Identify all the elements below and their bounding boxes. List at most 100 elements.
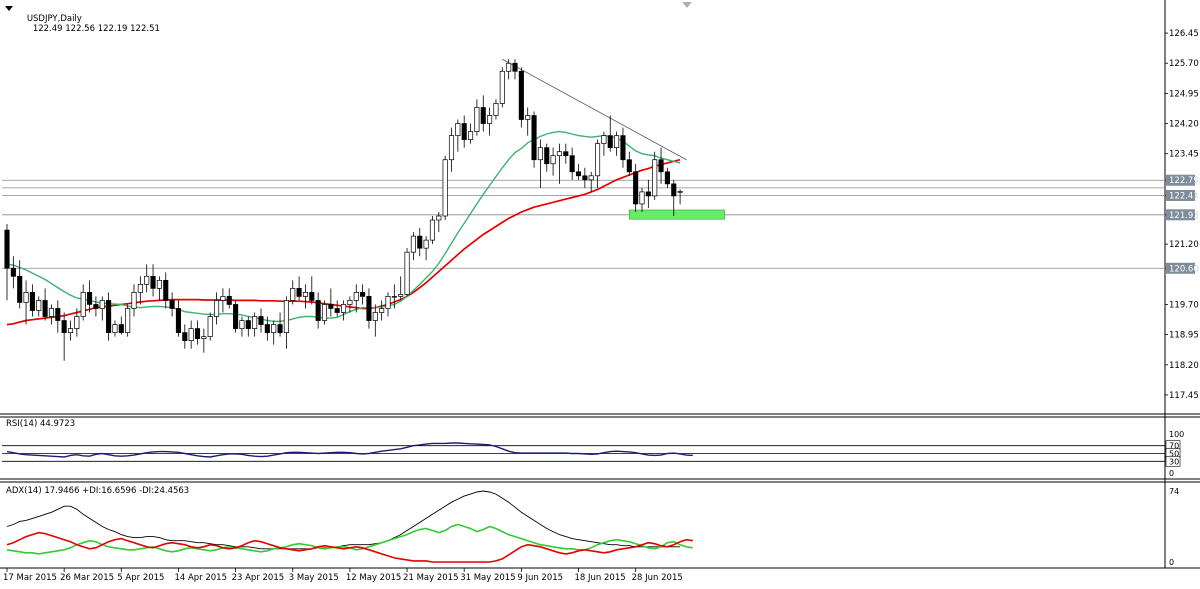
candle-bearish <box>620 135 626 161</box>
candle-bullish <box>448 135 455 161</box>
candle-bearish <box>328 304 334 309</box>
date-axis-label: 3 May 2015 <box>289 573 339 583</box>
candle-bullish <box>290 288 296 301</box>
adx-line <box>6 490 681 550</box>
candle-bullish <box>67 328 74 333</box>
candle-bullish <box>410 235 416 253</box>
rsi-axis-label: 100 <box>1169 430 1184 439</box>
date-axis-label: 14 Apr 2015 <box>174 573 227 583</box>
ohlc-values: 122.49 122.56 122.19 122.51 <box>32 24 160 34</box>
candle-bullish <box>404 251 410 295</box>
candle-bullish <box>601 135 607 144</box>
candle-bullish <box>385 296 391 309</box>
date-axis-label: 5 Apr 2015 <box>117 573 164 583</box>
candle-bearish <box>42 300 48 317</box>
level-price-badge <box>1166 209 1195 221</box>
candle-bearish <box>55 308 61 321</box>
level-price-label: 122.41 <box>1169 192 1199 202</box>
candle-bullish <box>239 320 245 329</box>
candle-bearish <box>633 171 639 205</box>
level-price-label: 120.60 <box>1169 264 1199 274</box>
candle-bullish <box>455 123 461 136</box>
moving-average-fast <box>6 130 681 322</box>
candle-bullish <box>207 316 213 337</box>
level-price-label: 121.93 <box>1169 211 1199 221</box>
candle-bullish <box>214 300 220 317</box>
candle-bullish <box>537 147 543 161</box>
level-price-badge <box>1166 174 1195 186</box>
candle-bullish <box>379 308 385 313</box>
plus-di-line <box>6 523 693 555</box>
candle-bearish <box>658 159 664 173</box>
candle-bullish <box>677 191 683 193</box>
candle-bullish <box>588 175 594 181</box>
candle-bearish <box>645 191 651 197</box>
date-axis-label: 18 Jun 2015 <box>575 573 626 583</box>
candle-bearish <box>461 123 467 140</box>
candle-bearish <box>182 332 188 341</box>
adx-caption: ADX(14) 17.9466 +DI:16.6596 -DI:24.4563 <box>6 486 190 496</box>
candle-bullish <box>442 159 448 217</box>
price-axis-label: 125.70 <box>1169 59 1199 69</box>
candle-bearish <box>334 308 340 313</box>
candle-bearish <box>118 324 124 333</box>
candle-bullish <box>398 294 404 297</box>
candle-bullish <box>125 308 131 333</box>
date-axis-label: 31 May 2015 <box>460 573 515 583</box>
chart-shift-marker-icon[interactable] <box>682 2 692 8</box>
rsi-axis-label: 50 <box>1169 450 1179 459</box>
candle-bearish <box>61 320 67 333</box>
candle-bearish <box>226 296 232 305</box>
date-axis-label: 12 May 2015 <box>346 573 401 583</box>
candle-bullish <box>391 296 397 298</box>
candle-bullish <box>48 308 55 317</box>
candle-bearish <box>366 296 372 321</box>
candle-bearish <box>671 183 677 197</box>
candle-bearish <box>264 324 270 333</box>
candle-bearish <box>582 175 588 181</box>
candle-bearish <box>512 62 518 72</box>
level-price-badge <box>1166 190 1195 202</box>
candle-bearish <box>563 151 569 157</box>
trendline <box>502 58 687 161</box>
candle-bearish <box>175 308 182 333</box>
candle-bearish <box>4 229 10 269</box>
chart-menu-icon[interactable] <box>5 6 13 11</box>
candle-bullish <box>321 304 328 321</box>
candle-bearish <box>607 135 613 149</box>
candle-bearish <box>10 267 16 277</box>
candle-bullish <box>639 191 645 205</box>
moving-average-slow <box>6 158 681 326</box>
candle-bullish <box>144 275 150 285</box>
candle-bearish <box>531 115 537 161</box>
candle-bullish <box>468 131 474 140</box>
candle-bullish <box>341 304 347 313</box>
date-axis-label: 21 May 2015 <box>403 573 458 583</box>
candle-bullish <box>36 300 42 311</box>
candle-bullish <box>487 115 493 124</box>
candle-bearish <box>309 292 315 301</box>
candle-bullish <box>347 300 353 305</box>
candle-bearish <box>575 171 582 177</box>
date-axis-label: 28 Jun 2015 <box>632 573 683 583</box>
candle-bullish <box>99 300 105 309</box>
price-axis-label: 118.20 <box>1169 361 1199 371</box>
candle-bearish <box>277 324 283 333</box>
candle-bullish <box>372 312 378 321</box>
price-axis-label: 124.95 <box>1169 89 1199 99</box>
candle-bullish <box>112 324 118 333</box>
candle-bearish <box>17 275 23 303</box>
candle-bullish <box>23 292 29 303</box>
candle-bearish <box>315 300 321 321</box>
level-price-badge <box>1166 262 1195 274</box>
candle-bullish <box>252 316 258 329</box>
rsi-line <box>6 442 693 458</box>
candle-bearish <box>169 300 175 309</box>
date-axis-label: 17 Mar 2015 <box>3 573 57 583</box>
candle-bullish <box>283 300 289 333</box>
level-price-label: 122.79 <box>1169 176 1199 186</box>
candle-bullish <box>474 107 480 132</box>
candle-bullish <box>423 239 429 249</box>
candle-bearish <box>626 159 632 173</box>
